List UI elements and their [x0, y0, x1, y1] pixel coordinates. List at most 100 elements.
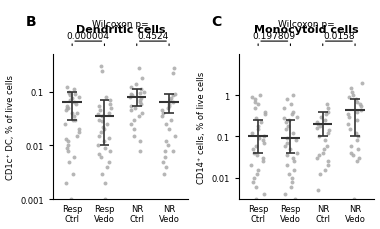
Point [290, 156, 296, 160]
Point [325, 160, 331, 164]
Point [137, 101, 143, 104]
Point [139, 77, 145, 80]
Point [165, 106, 171, 110]
Point [354, 160, 360, 164]
Point [314, 156, 320, 160]
Point [252, 100, 258, 104]
Point [262, 110, 268, 114]
Point [70, 172, 76, 176]
Point [68, 97, 74, 101]
Point [291, 169, 297, 172]
Text: B: B [25, 14, 36, 28]
Point [325, 106, 331, 110]
Point [66, 92, 72, 95]
Point [66, 160, 73, 164]
Point [128, 123, 134, 126]
Point [353, 98, 359, 102]
Point [163, 140, 169, 143]
Point [99, 115, 105, 119]
Point [98, 130, 104, 134]
Point [256, 137, 262, 141]
Point [104, 165, 110, 169]
Point [314, 121, 320, 125]
Point [166, 104, 173, 108]
Point [131, 128, 137, 131]
Point [159, 109, 165, 113]
Point [95, 144, 101, 148]
Point [170, 101, 176, 104]
Point [350, 197, 356, 201]
Point [137, 99, 143, 102]
Point [168, 97, 174, 101]
Point [99, 120, 105, 124]
Point [294, 151, 300, 155]
Point [67, 94, 73, 98]
Point [168, 118, 174, 122]
Point [102, 181, 108, 185]
Point [283, 128, 289, 131]
Point [282, 144, 288, 148]
Point [354, 119, 360, 123]
Point [288, 185, 294, 189]
Point [258, 121, 264, 125]
Point [70, 118, 76, 122]
Point [251, 176, 257, 180]
Point [320, 151, 326, 155]
Point [350, 94, 356, 98]
Point [71, 88, 77, 92]
Point [76, 130, 82, 134]
Point [106, 160, 112, 164]
Point [255, 103, 261, 107]
Point [108, 102, 114, 106]
Point [101, 128, 107, 131]
Point [345, 123, 351, 126]
Point [314, 127, 320, 130]
Point [354, 139, 360, 143]
Point [69, 112, 75, 115]
Point [65, 144, 71, 148]
Point [322, 119, 328, 123]
Point [106, 112, 112, 115]
Point [132, 106, 138, 110]
Point [288, 103, 294, 107]
Point [252, 144, 258, 148]
Point [74, 135, 80, 138]
Point [280, 106, 287, 110]
Point [107, 149, 113, 153]
Point [260, 160, 266, 164]
Text: Wilcoxon p=: Wilcoxon p= [278, 20, 335, 29]
Point [347, 128, 353, 131]
Point [138, 88, 144, 92]
Point [356, 156, 362, 160]
Point [63, 109, 69, 113]
Point [63, 181, 69, 185]
Point [72, 118, 78, 122]
Point [292, 197, 298, 201]
Point [253, 197, 259, 201]
Point [166, 102, 172, 106]
Point [253, 117, 259, 120]
Y-axis label: CD14⁺ cells, % of live cells: CD14⁺ cells, % of live cells [197, 71, 206, 183]
Point [317, 173, 323, 177]
Point [104, 123, 110, 126]
Point [290, 94, 296, 98]
Point [169, 149, 176, 153]
Point [67, 99, 73, 102]
Point [138, 97, 144, 101]
Point [128, 109, 135, 113]
Point [76, 96, 82, 99]
Point [73, 93, 79, 97]
Point [131, 135, 137, 138]
Point [316, 135, 322, 139]
Point [284, 137, 290, 141]
Point [161, 172, 167, 176]
Point [107, 99, 113, 102]
Point [261, 192, 268, 196]
Point [65, 106, 71, 110]
Point [353, 110, 359, 114]
Point [166, 128, 172, 131]
Point [96, 152, 102, 156]
Point [172, 135, 178, 138]
Point [289, 180, 295, 184]
Point [249, 96, 255, 100]
